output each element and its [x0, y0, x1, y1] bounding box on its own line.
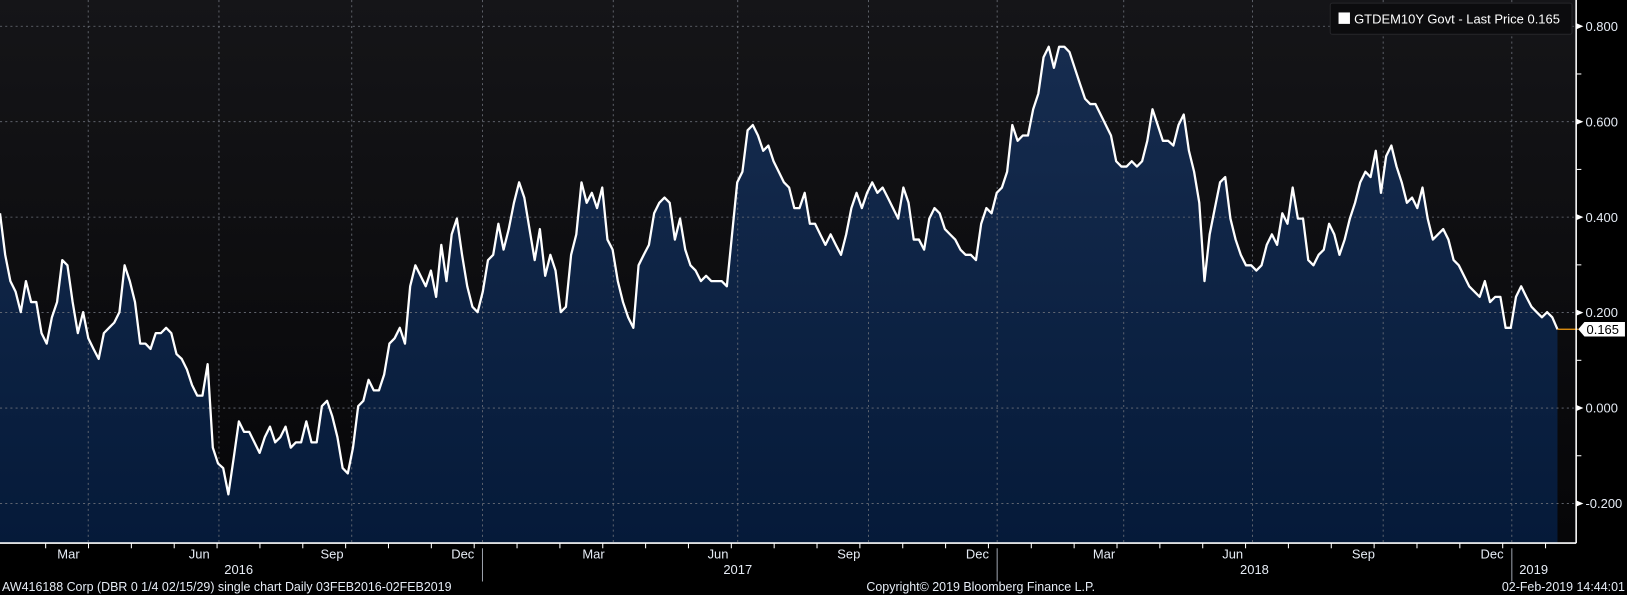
- x-month-label: Jun: [1222, 547, 1243, 562]
- y-tick-arrow: [1576, 404, 1584, 412]
- y-tick-arrow: [1576, 309, 1584, 316]
- legend-box: [1329, 2, 1573, 35]
- x-month-label: Jun: [189, 547, 210, 562]
- x-month-label: Dec: [451, 547, 475, 562]
- x-month-label: Mar: [57, 547, 80, 562]
- last-price-tag: [1578, 322, 1625, 337]
- series-area: [0, 46, 1558, 544]
- x-month-label: Mar: [1093, 547, 1116, 562]
- x-month-label: Mar: [582, 547, 605, 562]
- footer-left: AW416188 Corp (DBR 0 1/4 02/15/29) singl…: [2, 580, 452, 594]
- y-tick-label: 0.400: [1585, 210, 1617, 225]
- x-year-label: 2016: [224, 562, 253, 577]
- x-month-label: Dec: [966, 547, 990, 562]
- series-line: [0, 45, 1559, 496]
- footer-right: 02-Feb-2019 14:44:01: [1502, 580, 1625, 594]
- x-month-label: Sep: [837, 547, 860, 562]
- y-tick-label: 0.800: [1585, 19, 1617, 34]
- x-year-label: 2018: [1240, 562, 1269, 577]
- y-tick-arrow: [1576, 214, 1584, 221]
- x-year-label: 2017: [723, 562, 752, 577]
- legend-value: 0.165: [1528, 11, 1560, 26]
- y-tick-arrow: [1576, 500, 1584, 507]
- x-month-label: Jun: [708, 547, 729, 562]
- y-tick-label: 0.600: [1585, 114, 1617, 129]
- last-price-value: 0.165: [1587, 322, 1619, 337]
- footer-center: Copyright© 2019 Bloomberg Finance L.P.: [866, 580, 1095, 594]
- x-month-label: Sep: [1352, 547, 1375, 562]
- x-year-label: 2019: [1519, 562, 1548, 577]
- y-tick-label: 0.200: [1585, 305, 1617, 320]
- y-tick-label: -0.200: [1585, 496, 1622, 511]
- legend-label: GTDEM10Y Govt - Last Price 0.165: [1354, 11, 1560, 26]
- legend-swatch: [1338, 12, 1350, 24]
- y-tick-arrow: [1576, 23, 1584, 30]
- x-month-label: Dec: [1481, 547, 1505, 562]
- y-axis: 0.800 0.600 0.400 0.200 0.000 -0.200: [1576, 19, 1622, 511]
- y-tick-label: 0.000: [1585, 401, 1617, 416]
- last-price-label: 0.165: [1578, 322, 1625, 337]
- gridlines: [0, 0, 1577, 544]
- y-tick-arrow: [1576, 118, 1584, 125]
- legend[interactable]: GTDEM10Y Govt - Last Price 0.165: [1329, 2, 1573, 35]
- x-month-label: Sep: [321, 547, 344, 562]
- x-axis: Mar Jun Sep Dec Mar Jun Sep Dec Mar Jun Sep Dec 2016…: [45, 543, 1548, 582]
